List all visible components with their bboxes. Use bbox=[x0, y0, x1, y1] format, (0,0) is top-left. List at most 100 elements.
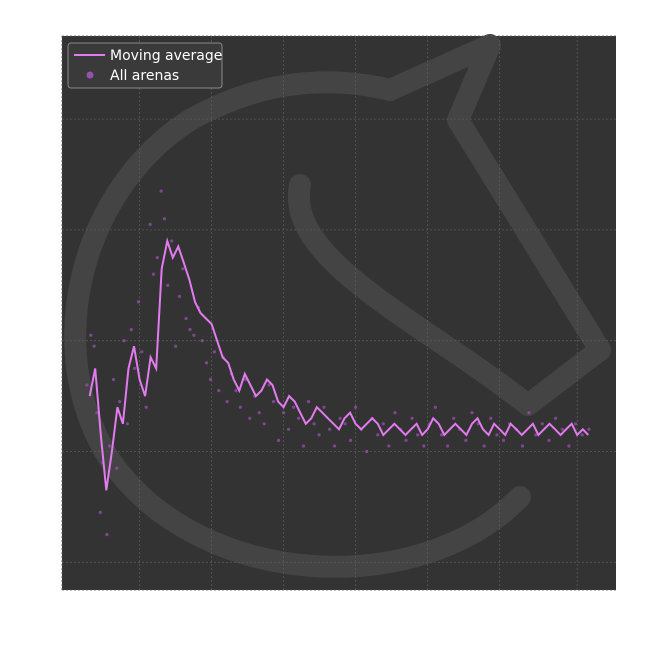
moving-average-line bbox=[88, 237, 590, 491]
scatter-point bbox=[234, 389, 238, 393]
scatter-point bbox=[267, 383, 271, 387]
scatter-point bbox=[338, 416, 342, 420]
scatter-point bbox=[349, 438, 353, 442]
scatter-point bbox=[287, 427, 291, 431]
scatter-point bbox=[144, 405, 148, 409]
scatter-point bbox=[495, 433, 499, 437]
scatter-point bbox=[192, 333, 196, 337]
scatter-point bbox=[328, 427, 332, 431]
scatter-point bbox=[547, 438, 551, 442]
scatter-point bbox=[470, 411, 474, 415]
legend-label-moving-average: Moving average bbox=[110, 48, 222, 64]
legend-label-all-arenas: All arenas bbox=[110, 68, 179, 84]
scatter-point bbox=[217, 389, 221, 393]
scatter-series bbox=[85, 189, 591, 537]
legend-point-swatch bbox=[86, 71, 94, 79]
scatter-point bbox=[365, 449, 369, 454]
scatter-point bbox=[580, 433, 584, 437]
scatter-point bbox=[433, 405, 437, 409]
scatter-point bbox=[105, 533, 109, 537]
scatter-point bbox=[540, 422, 544, 426]
scatter-point bbox=[89, 333, 93, 337]
scatter-point bbox=[560, 427, 564, 431]
legend: Moving average All arenas bbox=[67, 42, 223, 89]
scatter-point bbox=[272, 400, 276, 404]
scatter-point bbox=[520, 444, 525, 448]
scatter-point bbox=[333, 444, 337, 448]
scatter-point bbox=[85, 383, 89, 387]
scatter-point bbox=[482, 444, 486, 448]
scatter-point bbox=[439, 433, 444, 437]
scatter-point bbox=[416, 433, 420, 437]
scatter-point bbox=[238, 405, 242, 409]
scatter-point bbox=[122, 339, 126, 343]
scatter-point bbox=[343, 422, 347, 426]
scatter-point bbox=[212, 350, 216, 354]
scatter-point bbox=[534, 433, 538, 437]
scatter-point bbox=[108, 444, 112, 448]
scatter-point bbox=[297, 416, 301, 420]
scatter-point bbox=[404, 438, 408, 442]
scatter-point bbox=[136, 300, 141, 304]
legend-box bbox=[67, 42, 223, 89]
scatter-point bbox=[148, 222, 152, 226]
scatter-point bbox=[125, 422, 129, 426]
scatter-point bbox=[387, 444, 391, 448]
knight-logo-watermark bbox=[64, 34, 611, 578]
scatter-point bbox=[129, 328, 133, 332]
scatter-point bbox=[376, 433, 380, 437]
scatter-point bbox=[98, 510, 102, 514]
scatter-point bbox=[257, 411, 261, 415]
scatter-point bbox=[422, 444, 426, 448]
scatter-point bbox=[574, 422, 578, 426]
scatter-point bbox=[200, 339, 204, 343]
scatter-point bbox=[133, 366, 137, 370]
scatter-point bbox=[170, 239, 174, 243]
scatter-point bbox=[554, 416, 558, 420]
scatter-point bbox=[92, 344, 96, 348]
watermark-mane bbox=[287, 174, 539, 416]
scatter-point bbox=[464, 438, 468, 442]
scatter-point bbox=[277, 438, 281, 442]
scatter-point bbox=[159, 189, 163, 193]
scatter-point bbox=[181, 267, 185, 271]
scatter-point bbox=[248, 416, 252, 420]
scatter-point bbox=[140, 350, 144, 354]
scatter-point bbox=[567, 444, 571, 448]
scatter-point bbox=[587, 427, 591, 431]
scatter-point bbox=[410, 416, 414, 420]
watermark-head bbox=[379, 34, 611, 416]
scatter-point bbox=[262, 422, 266, 426]
scatter-point bbox=[489, 416, 493, 420]
scatter-point bbox=[282, 411, 286, 415]
scatter-point bbox=[225, 400, 229, 404]
scatter-point bbox=[446, 444, 450, 448]
scatter-point bbox=[184, 316, 188, 321]
scatter-point bbox=[501, 438, 506, 442]
scatter-point bbox=[312, 422, 316, 426]
scatter-point bbox=[111, 377, 116, 382]
scatter-point bbox=[317, 433, 321, 437]
scatter-point bbox=[452, 416, 456, 420]
scatter-point bbox=[188, 328, 192, 332]
scatter-point bbox=[118, 400, 122, 404]
scatter-point bbox=[527, 411, 531, 415]
scatter-point bbox=[306, 400, 311, 404]
scatter-point bbox=[205, 361, 209, 365]
grid bbox=[61, 35, 616, 591]
scatter-point bbox=[95, 411, 99, 415]
watermark-ring bbox=[64, 71, 531, 578]
scatter-point bbox=[115, 466, 119, 470]
scatter-point bbox=[301, 444, 306, 448]
scatter-point bbox=[177, 294, 181, 298]
scatter-point bbox=[292, 405, 296, 409]
scatter-point bbox=[208, 377, 213, 382]
scatter-point bbox=[151, 272, 155, 276]
scatter-point bbox=[393, 411, 397, 415]
scatter-point bbox=[174, 344, 178, 348]
scatter-point bbox=[155, 256, 159, 260]
scatter-point bbox=[322, 405, 326, 409]
scatter-point bbox=[381, 422, 385, 426]
scatter-point bbox=[354, 405, 358, 409]
